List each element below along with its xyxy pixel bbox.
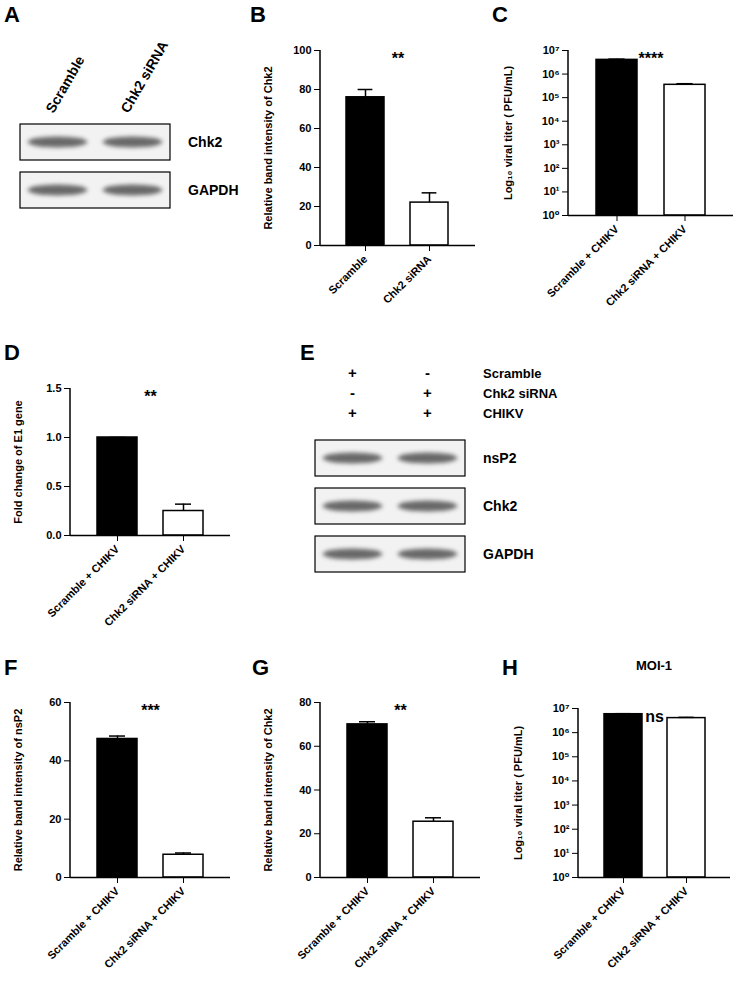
svg-text:Chk2 siRNA + CHIKV: Chk2 siRNA + CHIKV: [603, 222, 689, 308]
svg-text:+: +: [423, 384, 432, 401]
svg-text:Scramble + CHIKV: Scramble + CHIKV: [45, 542, 122, 619]
svg-text:Scramble: Scramble: [326, 253, 370, 297]
svg-text:40: 40: [49, 754, 61, 766]
svg-text:Relative band intensity of nsP: Relative band intensity of nsP2: [12, 709, 24, 872]
svg-text:Relative band intensity of Chk: Relative band intensity of Chk2: [262, 708, 274, 871]
svg-text:10²: 10²: [554, 823, 570, 835]
svg-text:10⁰: 10⁰: [542, 209, 559, 221]
html-text:MOI-1: MOI-1: [635, 658, 673, 673]
svg-text:**: **: [144, 388, 157, 405]
html-text:A: A: [4, 2, 20, 27]
svg-text:10⁶: 10⁶: [552, 726, 569, 738]
svg-text:0: 0: [305, 239, 311, 251]
html-text:B: B: [250, 2, 266, 27]
html-text:F: F: [4, 655, 18, 680]
svg-text:CHIKV: CHIKV: [483, 406, 524, 421]
svg-text:1.0: 1.0: [46, 431, 61, 443]
svg-text:10⁵: 10⁵: [542, 91, 559, 103]
svg-text:20: 20: [49, 813, 61, 825]
svg-text:Chk2 siRNA: Chk2 siRNA: [380, 253, 433, 306]
svg-text:***: ***: [141, 702, 160, 719]
svg-text:10⁷: 10⁷: [553, 702, 570, 714]
svg-text:Scramble + CHIKV: Scramble + CHIKV: [45, 884, 122, 961]
svg-text:-: -: [350, 384, 355, 401]
html-text:D: D: [4, 340, 20, 365]
svg-text:Log₁₀ viral titer ( PFU/mL): Log₁₀ viral titer ( PFU/mL): [502, 66, 514, 201]
html-text:C: C: [492, 2, 508, 27]
svg-text:Chk2: Chk2: [483, 498, 517, 514]
svg-text:Scramble: Scramble: [483, 366, 542, 381]
svg-text:10⁰: 10⁰: [552, 871, 569, 883]
svg-text:Log₁₀ viral titer ( PFU/mL): Log₁₀ viral titer ( PFU/mL): [512, 726, 524, 861]
svg-text:GAPDH: GAPDH: [188, 182, 239, 198]
svg-text:10³: 10³: [544, 138, 560, 150]
svg-text:Chk2 siRNA: Chk2 siRNA: [117, 38, 171, 115]
svg-text:Relative band intensity of Chk: Relative band intensity of Chk2: [262, 66, 274, 229]
svg-text:Chk2 siRNA + CHIKV: Chk2 siRNA + CHIKV: [102, 884, 188, 970]
svg-text:nsP2: nsP2: [483, 450, 517, 466]
svg-text:Chk2 siRNA + CHIKV: Chk2 siRNA + CHIKV: [352, 884, 438, 970]
svg-text:10²: 10²: [544, 162, 560, 174]
svg-text:10⁷: 10⁷: [543, 44, 560, 56]
svg-text:100: 100: [293, 44, 311, 56]
svg-text:20: 20: [299, 200, 311, 212]
svg-text:+: +: [348, 364, 357, 381]
svg-text:Chk2 siRNA: Chk2 siRNA: [483, 386, 558, 401]
svg-text:40: 40: [299, 784, 311, 796]
svg-text:Scramble + CHIKV: Scramble + CHIKV: [295, 884, 372, 961]
svg-text:10⁴: 10⁴: [542, 115, 560, 127]
svg-text:Chk2: Chk2: [188, 134, 222, 150]
svg-text:0.5: 0.5: [46, 480, 61, 492]
svg-text:0: 0: [305, 871, 311, 883]
svg-text:Scramble: Scramble: [42, 53, 87, 116]
svg-text:80: 80: [299, 696, 311, 708]
svg-text:40: 40: [299, 161, 311, 173]
svg-text:ns: ns: [645, 708, 664, 725]
html-text:G: G: [252, 655, 270, 680]
svg-text:80: 80: [299, 83, 311, 95]
svg-text:0: 0: [55, 871, 61, 883]
svg-text:0.0: 0.0: [46, 529, 61, 541]
svg-text:1.5: 1.5: [46, 382, 61, 394]
svg-text:**: **: [394, 702, 407, 719]
svg-text:20: 20: [299, 827, 311, 839]
svg-text:+: +: [348, 404, 357, 421]
svg-text:GAPDH: GAPDH: [483, 546, 534, 562]
html-text:E: E: [300, 340, 315, 365]
svg-text:****: ****: [639, 50, 665, 67]
svg-text:-: -: [425, 364, 430, 381]
svg-text:Chk2 siRNA + CHIKV: Chk2 siRNA + CHIKV: [605, 884, 691, 970]
svg-text:10⁵: 10⁵: [552, 750, 569, 762]
svg-text:10⁶: 10⁶: [542, 68, 559, 80]
svg-text:**: **: [392, 50, 405, 67]
svg-text:10⁴: 10⁴: [552, 774, 570, 786]
svg-text:60: 60: [49, 696, 61, 708]
svg-text:10¹: 10¹: [544, 185, 560, 197]
svg-text:60: 60: [299, 740, 311, 752]
svg-text:Scramble + CHIKV: Scramble + CHIKV: [544, 222, 621, 299]
svg-text:Scramble + CHIKV: Scramble + CHIKV: [550, 884, 628, 962]
svg-text:10¹: 10¹: [554, 847, 570, 859]
svg-text:60: 60: [299, 122, 311, 134]
svg-text:+: +: [423, 404, 432, 421]
svg-text:Chk2 siRNA + CHIKV: Chk2 siRNA + CHIKV: [102, 542, 188, 628]
svg-text:10³: 10³: [554, 799, 570, 811]
html-text:H: H: [502, 655, 518, 680]
svg-text:Fold change of E1 gene: Fold change of E1 gene: [12, 400, 24, 523]
